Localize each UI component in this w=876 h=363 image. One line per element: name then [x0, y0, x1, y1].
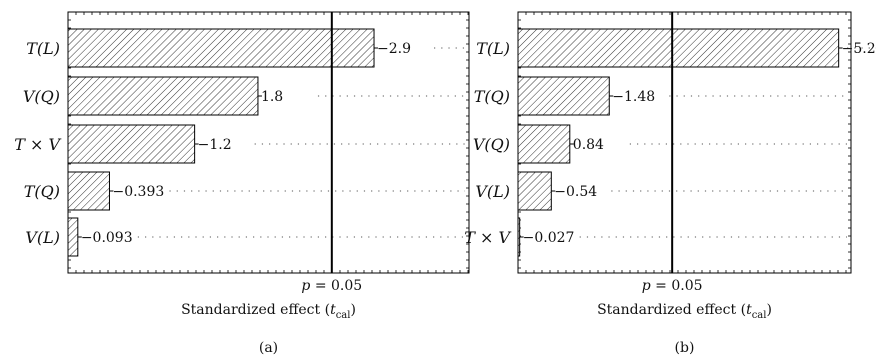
category-label: T(Q)	[474, 87, 510, 106]
panel-label: (a)	[259, 340, 278, 356]
bar	[517, 76, 610, 116]
category-label: V(L)	[475, 182, 510, 201]
value-label: −2.9	[377, 41, 411, 57]
category-label: V(Q)	[23, 87, 60, 106]
bar	[517, 171, 552, 211]
x-axis-title: Standardized effect (tcal)	[181, 302, 356, 321]
bar	[67, 76, 259, 116]
value-label: −1.48	[612, 89, 655, 105]
chart-panel-a: −2.9 T(L) 1.8 V(Q) −1.2 T × V −0.393 T(Q) −0.093…	[14, 11, 470, 356]
value-label: −0.393	[112, 184, 164, 200]
category-label: T × V	[464, 228, 511, 247]
category-label: T(L)	[476, 39, 510, 58]
value-label: −0.027	[523, 230, 575, 246]
category-label: V(L)	[25, 228, 60, 247]
category-label: T × V	[14, 135, 61, 154]
bar	[517, 28, 840, 68]
panel-label: (b)	[675, 340, 695, 356]
value-label: −1.2	[198, 137, 232, 153]
significance-label: p = 0.05	[301, 278, 362, 294]
bar	[67, 124, 196, 164]
bar	[67, 217, 79, 257]
bar	[67, 28, 375, 68]
value-label: −0.093	[81, 230, 133, 246]
category-label: T(L)	[26, 39, 60, 58]
bar	[517, 124, 571, 164]
category-label: T(Q)	[24, 182, 60, 201]
category-label: V(Q)	[473, 135, 510, 154]
bar	[67, 171, 110, 211]
chart-panel-b: −5.2 T(L) −1.48 T(Q) 0.84 V(Q) −0.54 V(L) −0.027…	[464, 11, 876, 356]
value-label: −0.54	[554, 184, 597, 200]
x-axis-title: Standardized effect (tcal)	[597, 302, 772, 321]
significance-label: p = 0.05	[642, 278, 703, 294]
value-label: 0.84	[573, 137, 604, 153]
value-label: 1.8	[261, 89, 283, 105]
bar	[517, 217, 521, 257]
value-label: −5.2	[842, 41, 876, 57]
